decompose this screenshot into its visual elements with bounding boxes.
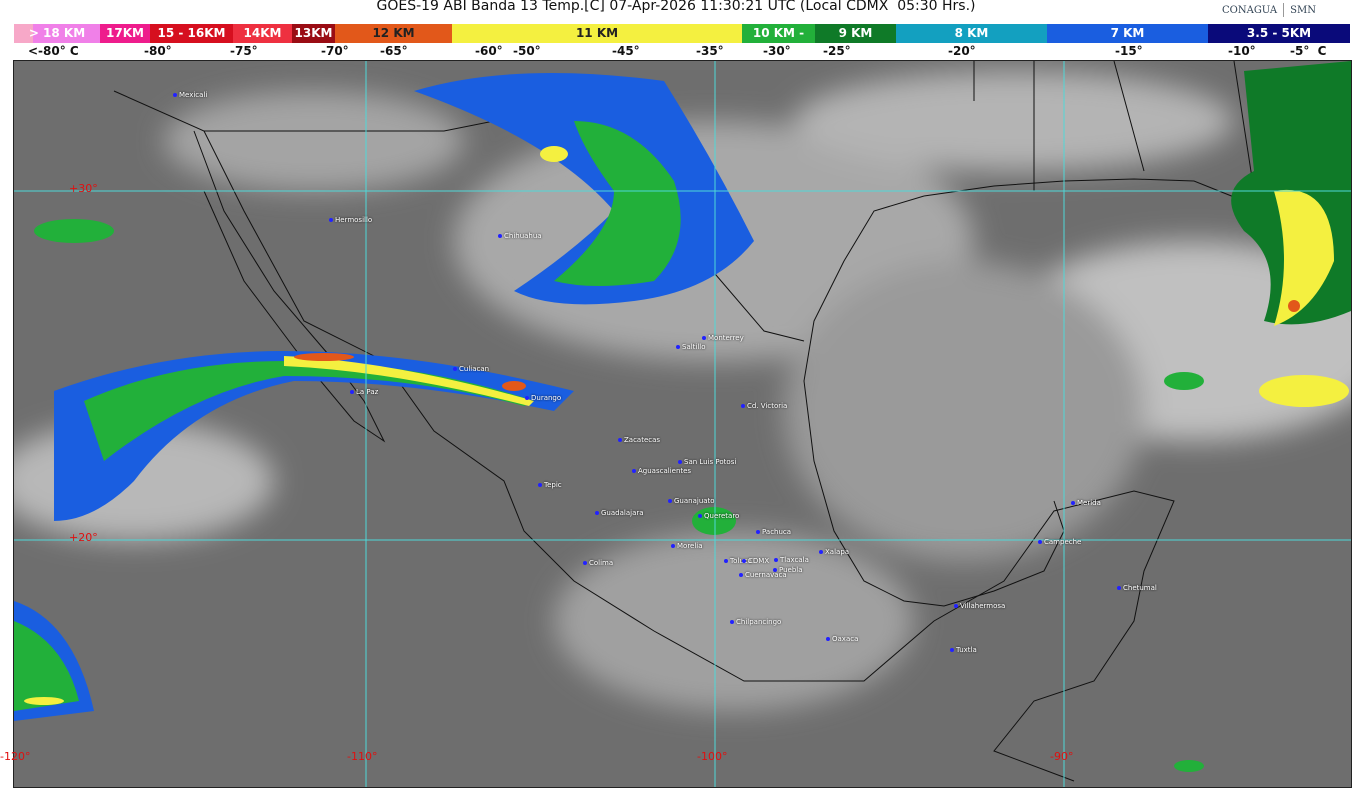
city-label: Cd. Victoria <box>741 402 787 410</box>
city-label: Guadalajara <box>595 509 644 517</box>
city-label: Zacatecas <box>618 436 660 444</box>
city-label: Chetumal <box>1117 584 1157 592</box>
lat-label: +30° <box>69 182 98 195</box>
legend-tick: -15° <box>1115 44 1143 58</box>
city-label: Aguascalientes <box>632 467 691 475</box>
map-layer <box>14 61 1351 787</box>
legend-segment: 15 - 16KM <box>150 24 233 43</box>
legend-segment: 17KM <box>100 24 150 43</box>
legend-tick: -45° <box>612 44 640 58</box>
cloud-tops-colored <box>14 61 1351 772</box>
conagua-logo: CONAGUA <box>1222 4 1278 16</box>
legend-tick: -25° <box>823 44 851 58</box>
legend-tick: -80° <box>144 44 172 58</box>
city-label: Morelia <box>671 542 703 550</box>
logo-divider <box>1283 3 1285 17</box>
city-label: Mexicali <box>173 91 207 99</box>
legend-tick: <-80° C <box>28 44 79 58</box>
smn-logo: SMN <box>1290 4 1316 16</box>
legend-tick: -10° <box>1228 44 1256 58</box>
lon-label: -110° <box>347 750 378 763</box>
legend-tick: -70° <box>321 44 349 58</box>
city-label: Saltillo <box>676 343 706 351</box>
legend-segment: 10 KM - <box>742 24 815 43</box>
city-label: San Luis Potosi <box>678 458 736 466</box>
city-label: Tepic <box>538 481 562 489</box>
legend-tick: -35° <box>696 44 724 58</box>
city-label: Durango <box>525 394 561 402</box>
legend-segment: 9 KM <box>815 24 896 43</box>
city-label: CDMX <box>742 557 769 565</box>
legend-tick: -65° <box>380 44 408 58</box>
logos: CONAGUA SMN <box>1222 3 1316 17</box>
legend-segment: 12 KM <box>335 24 452 43</box>
city-label: Merida <box>1071 499 1101 507</box>
city-label: Pachuca <box>756 528 791 536</box>
legend-segment: 3.5 - 5KM <box>1208 24 1350 43</box>
city-label: Campeche <box>1038 538 1081 546</box>
city-label: Colima <box>583 559 613 567</box>
legend-segment: 11 KM <box>452 24 742 43</box>
city-label: Chihuahua <box>498 232 542 240</box>
lat-label: +20° <box>69 531 98 544</box>
city-label: Oaxaca <box>826 635 858 643</box>
city-label: Guanajuato <box>668 497 715 505</box>
city-label: Toluca <box>724 557 752 565</box>
legend-tick: -50° <box>513 44 541 58</box>
legend-tick: -30° <box>763 44 791 58</box>
legend-segment: 8 KM <box>896 24 1047 43</box>
city-label: Queretaro <box>698 512 739 520</box>
color-scale-bar: > 18 KM 17KM 15 - 16KM 14KM 13KM 12 KM 11 KM 10… <box>14 24 1350 43</box>
city-label: Tuxtla <box>950 646 977 654</box>
image-title: GOES-19 ABI Banda 13 Temp.[C] 07-Apr-202… <box>376 0 976 14</box>
city-label: Chilpancingo <box>730 618 781 626</box>
legend-segment: 7 KM <box>1047 24 1208 43</box>
city-label: Culiacan <box>453 365 489 373</box>
legend-tick: -60° <box>475 44 503 58</box>
legend-segment: 14KM <box>233 24 292 43</box>
legend-segment: 13KM <box>292 24 335 43</box>
city-label: Tlaxcala <box>774 556 809 564</box>
satellite-map[interactable]: Mexicali Hermosillo Chihuahua Monterrey Salt… <box>13 60 1352 788</box>
lat-lon-grid <box>14 61 1351 787</box>
city-label: Xalapa <box>819 548 849 556</box>
coastlines-borders <box>113 61 1255 782</box>
legend-tick: -5° C <box>1290 44 1327 58</box>
legend-tick: -75° <box>230 44 258 58</box>
lon-label: -100° <box>697 750 728 763</box>
city-label: Cuernavaca <box>739 571 787 579</box>
legend-segment: > 18 KM <box>14 24 100 43</box>
city-label: Hermosillo <box>329 216 372 224</box>
lon-label: -120° <box>0 750 31 763</box>
city-label: Villahermosa <box>954 602 1005 610</box>
legend-tick: -20° <box>948 44 976 58</box>
lon-label: -90° <box>1050 750 1074 763</box>
city-label: La Paz <box>350 388 378 396</box>
city-label: Monterrey <box>702 334 744 342</box>
city-label: Puebla <box>773 566 803 574</box>
